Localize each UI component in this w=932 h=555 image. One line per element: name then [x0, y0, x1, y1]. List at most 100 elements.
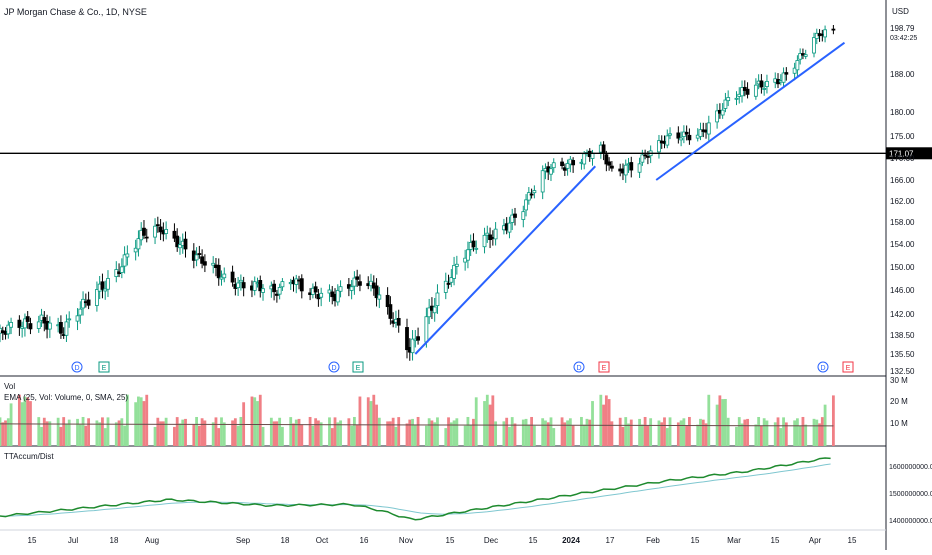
volume-bar	[156, 417, 160, 446]
volume-bar	[776, 417, 780, 446]
candle-body	[106, 278, 110, 290]
candle-body	[272, 283, 277, 293]
volume-bar	[618, 417, 622, 446]
time-tick-label: Dec	[484, 536, 498, 545]
time-tick-label: 2024	[562, 536, 580, 545]
candle-body	[349, 286, 354, 291]
candle-body	[238, 279, 243, 283]
candle-body	[200, 256, 205, 264]
volume-bar	[818, 423, 821, 446]
volume-bar	[358, 396, 362, 446]
volume-bar	[145, 394, 149, 446]
volume-bar	[405, 423, 409, 446]
volume-bar	[643, 416, 647, 446]
price-tick-label: 158.00	[890, 218, 915, 227]
volume-bar	[106, 417, 110, 446]
volume-bar	[333, 417, 337, 446]
volume-bar	[474, 397, 478, 446]
candle-body	[529, 193, 534, 196]
last-price-label: 198.79	[890, 24, 915, 33]
volume-bar	[386, 421, 390, 446]
volume-bar	[546, 422, 550, 446]
candle-body	[432, 306, 437, 314]
volume-bar	[449, 422, 453, 446]
candle-body	[175, 235, 180, 248]
candle-body	[155, 224, 160, 227]
accum-tick-label: 1600000000.00	[889, 464, 932, 471]
event-marker-label: E	[846, 365, 851, 372]
volume-bar	[757, 416, 761, 446]
volume-bar	[336, 422, 340, 446]
chart-title: JP Morgan Chase & Co., 1D, NYSE	[4, 7, 147, 17]
volume-bar	[281, 426, 284, 446]
candle-body	[765, 80, 769, 88]
volume-bar	[436, 417, 439, 446]
candle-body	[540, 170, 545, 193]
volume-bar	[37, 417, 41, 446]
candle-body	[676, 132, 681, 139]
candle-body	[47, 322, 52, 330]
candle-body	[95, 289, 99, 306]
candle-body	[6, 324, 11, 335]
volume-bar	[580, 416, 583, 446]
volume-bar	[59, 426, 63, 446]
candle-body	[9, 322, 13, 328]
price-tick-label: 132.50	[890, 367, 915, 376]
volume-bar	[779, 428, 783, 446]
volume-bar	[258, 394, 262, 446]
volume-bar	[297, 418, 301, 446]
volume-bar	[566, 420, 569, 446]
accum-tick-label: 1400000000.00	[889, 518, 932, 525]
candle-body	[385, 294, 390, 308]
candle-body	[172, 230, 177, 239]
candle-body	[781, 72, 786, 83]
hline-price-tag	[886, 147, 932, 160]
volume-bar	[56, 417, 60, 446]
candle-body	[294, 278, 299, 285]
candle-body	[313, 286, 318, 293]
event-marker-label: D	[576, 365, 581, 372]
candle-body	[230, 271, 235, 283]
volume-bar	[413, 424, 417, 446]
candle-body	[454, 263, 459, 267]
volume-bar	[820, 417, 824, 446]
price-tick-label: 138.50	[890, 331, 915, 340]
volume-bar	[161, 421, 165, 446]
candle-body	[427, 307, 432, 318]
volume-bar	[544, 420, 547, 446]
candle-body	[388, 304, 393, 319]
time-tick-label: 16	[360, 536, 369, 545]
price-tick-label: 188.00	[890, 70, 915, 79]
volume-bar	[591, 401, 594, 446]
volume-bar	[549, 417, 553, 446]
candle-body	[136, 238, 141, 250]
volume-bar	[217, 428, 221, 446]
volume-bar	[388, 421, 392, 446]
volume-bar	[84, 425, 88, 446]
volume-bar	[256, 401, 259, 446]
volume-bar	[676, 422, 680, 446]
volume-bar	[663, 417, 666, 446]
candle-body	[338, 286, 343, 292]
volume-ema-line	[0, 423, 834, 427]
volume-bar	[610, 421, 614, 446]
volume-bar	[101, 417, 104, 446]
candle-body	[335, 290, 340, 303]
candle-body	[549, 168, 553, 175]
volume-bar	[153, 426, 157, 446]
candle-body	[643, 154, 648, 157]
volume-bar	[430, 420, 434, 446]
candle-body	[443, 280, 448, 293]
price-tick-label: 135.50	[890, 350, 915, 359]
event-marker-label: D	[331, 365, 336, 372]
candle-body	[355, 276, 360, 280]
candle-body	[258, 280, 263, 292]
candle-body	[823, 29, 827, 38]
candle-body	[562, 167, 567, 171]
volume-bar	[621, 426, 625, 446]
volume-bar	[638, 418, 641, 446]
volume-bar	[483, 401, 486, 446]
candle-body	[507, 222, 512, 233]
volume-bar	[239, 416, 243, 446]
